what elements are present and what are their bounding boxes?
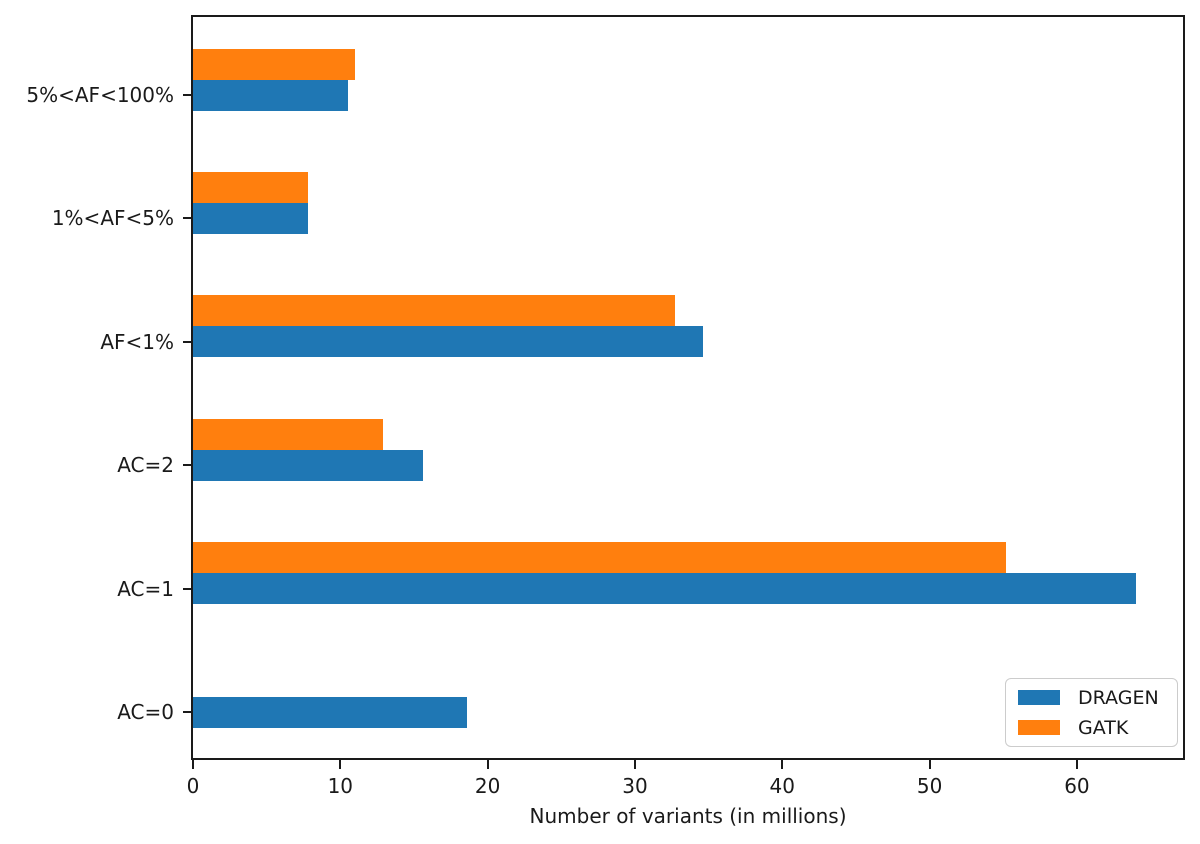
y-tick-mark xyxy=(183,464,191,467)
y-tick-label: AC=0 xyxy=(117,700,174,724)
legend-entry-dragen: DRAGEN xyxy=(1018,688,1177,708)
y-tick-label: 5%<AF<100% xyxy=(26,83,174,107)
legend-swatch-icon xyxy=(1018,690,1060,705)
x-tick-label: 10 xyxy=(327,774,354,798)
x-tick-mark xyxy=(486,760,489,769)
x-tick-mark xyxy=(192,760,194,769)
legend-label: DRAGEN xyxy=(1078,686,1159,709)
y-tick-mark xyxy=(183,340,191,343)
legend-entry-gatk: GATK xyxy=(1018,718,1177,738)
bar-dragen-ac-2 xyxy=(193,449,423,481)
legend-label: GATK xyxy=(1078,716,1129,739)
legend: DRAGEN GATK xyxy=(1005,678,1178,747)
bar-dragen-ac-0 xyxy=(193,696,467,728)
plot-area xyxy=(191,15,1185,760)
x-tick-label: 0 xyxy=(186,774,200,798)
bar-dragen-ac-1 xyxy=(193,573,1136,605)
bar-gatk-af-1- xyxy=(193,295,675,327)
y-tick-label: AC=2 xyxy=(117,453,174,478)
bar-gatk-ac-2 xyxy=(193,418,383,450)
x-tick-mark xyxy=(633,760,636,769)
legend-swatch-icon xyxy=(1018,720,1060,735)
y-tick-label: 1%<AF<5% xyxy=(51,206,174,231)
y-tick-label: AC=1 xyxy=(117,576,174,601)
bar-gatk-1-af-5- xyxy=(193,171,308,203)
y-tick-mark xyxy=(183,94,191,96)
bar-dragen-af-1- xyxy=(193,326,703,358)
x-tick-label: 20 xyxy=(474,774,501,798)
x-tick-mark xyxy=(781,760,784,769)
x-tick-label: 60 xyxy=(1064,774,1090,798)
bar-gatk-5-af-100- xyxy=(193,48,356,80)
x-tick-mark xyxy=(339,760,342,769)
y-tick-mark xyxy=(183,587,191,590)
bar-gatk-ac-1 xyxy=(193,542,1007,574)
bar-dragen-5-af-100- xyxy=(193,79,348,111)
x-tick-mark xyxy=(1075,760,1078,769)
x-tick-label: 30 xyxy=(622,774,648,798)
x-axis-title: Number of variants (in millions) xyxy=(529,804,847,828)
x-tick-mark xyxy=(928,760,931,769)
y-tick-label: AF<1% xyxy=(100,329,174,354)
x-tick-label: 40 xyxy=(769,774,795,798)
y-tick-mark xyxy=(183,711,191,713)
y-tick-mark xyxy=(183,217,191,220)
bar-dragen-1-af-5- xyxy=(193,202,308,234)
x-tick-label: 50 xyxy=(916,774,943,798)
